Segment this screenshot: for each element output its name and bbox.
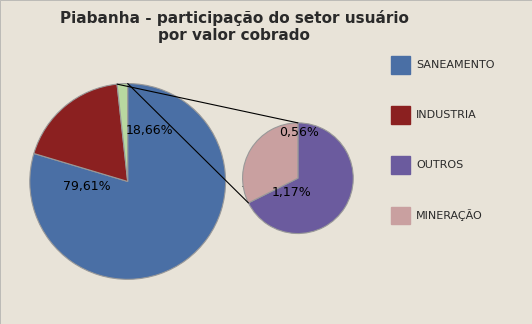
- Text: 79,61%: 79,61%: [63, 180, 110, 193]
- Text: 18,66%: 18,66%: [126, 124, 173, 137]
- Text: 1,17%: 1,17%: [271, 186, 311, 199]
- Text: Piabanha - participação do setor usuário
por valor cobrado: Piabanha - participação do setor usuário…: [60, 10, 409, 43]
- Wedge shape: [117, 84, 128, 181]
- Wedge shape: [243, 123, 298, 203]
- Text: 0,56%: 0,56%: [279, 126, 319, 139]
- Text: INDUSTRIA: INDUSTRIA: [416, 110, 477, 120]
- Text: SANEAMENTO: SANEAMENTO: [416, 60, 495, 70]
- Text: 1,73%: 1,73%: [240, 177, 280, 190]
- Wedge shape: [248, 123, 353, 234]
- Wedge shape: [30, 84, 226, 279]
- Text: MINERAÇÃO: MINERAÇÃO: [416, 210, 483, 221]
- Text: OUTROS: OUTROS: [416, 160, 463, 170]
- Wedge shape: [34, 84, 128, 181]
